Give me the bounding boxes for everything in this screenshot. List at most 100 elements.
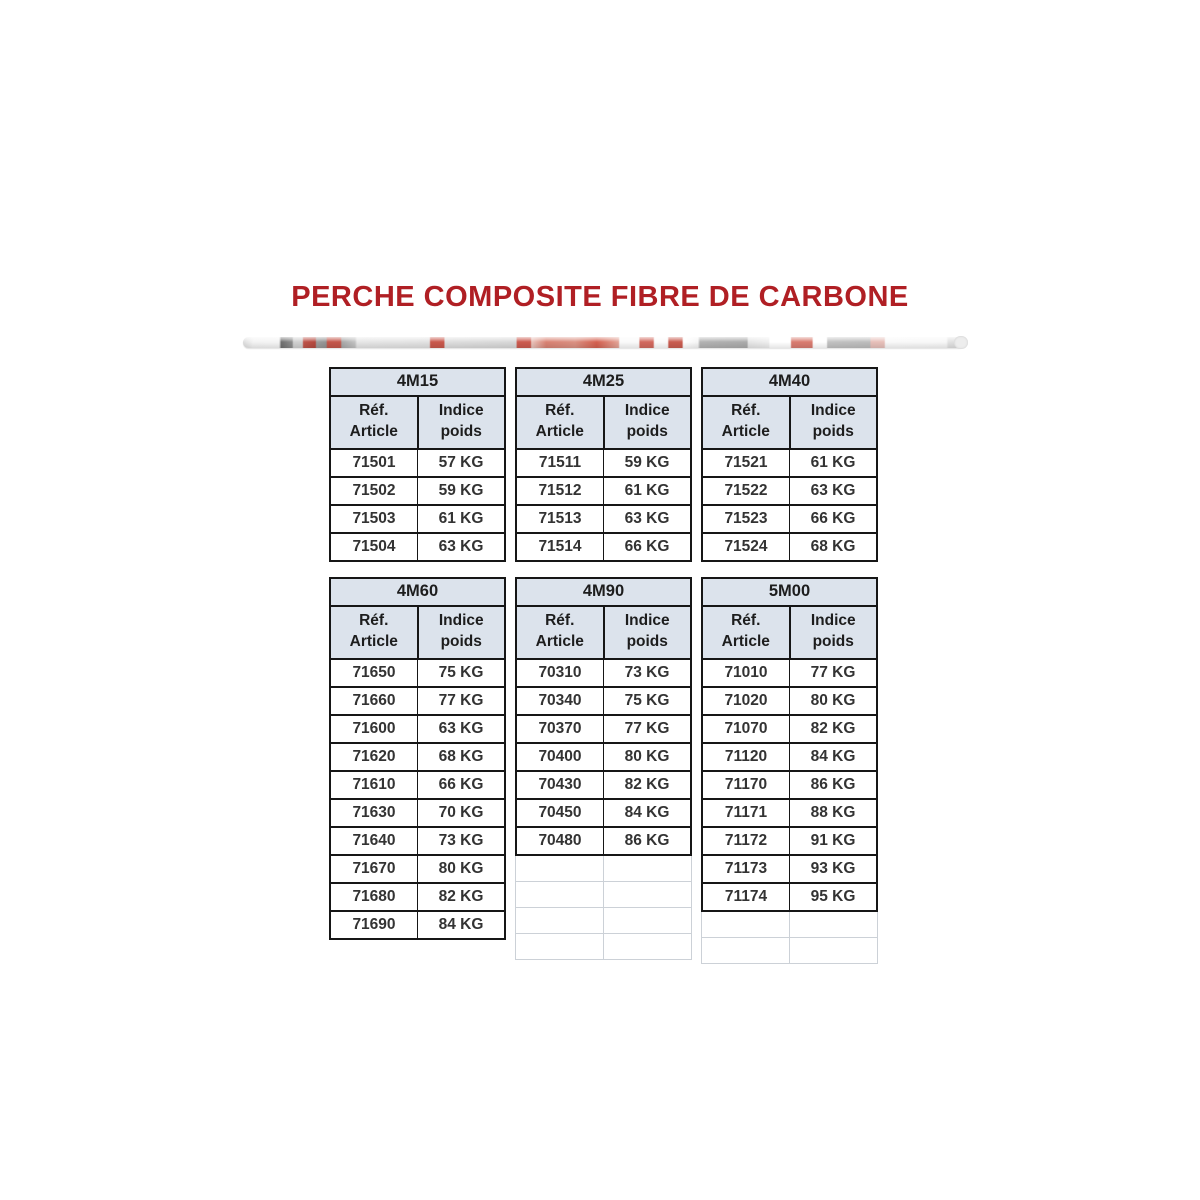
empty-cell (701, 911, 790, 938)
empty-grid-row (701, 911, 878, 938)
ref-article-cell: 70480 (517, 827, 604, 854)
col-header-weight: Indice poids (624, 402, 670, 440)
ref-article-cell: 70430 (517, 771, 604, 798)
table-row: 71610 66 KG (331, 771, 504, 800)
ref-article-cell: 71172 (703, 827, 790, 854)
indice-poids-cell: 93 KG (810, 859, 856, 877)
table-row: 71010 77 KG (703, 659, 876, 688)
empty-cell (604, 855, 692, 882)
indice-poids-cell: 68 KG (810, 537, 856, 555)
indice-poids-cell: 73 KG (438, 831, 484, 849)
ref-article-cell: 71690 (331, 911, 418, 938)
empty-grid-row (515, 933, 692, 960)
indice-poids-cell: 91 KG (810, 831, 856, 849)
table-row: 71512 61 KG (517, 477, 690, 506)
ref-article-cell: 71650 (331, 659, 418, 686)
table-row: 71172 91 KG (703, 827, 876, 856)
table-row: 71170 86 KG (703, 771, 876, 800)
indice-poids-cell: 68 KG (438, 747, 484, 765)
model-label: 4M15 (331, 369, 504, 397)
ref-article-cell: 71600 (331, 715, 418, 742)
ref-article-cell: 71514 (517, 533, 604, 560)
indice-poids-cell: 59 KG (624, 453, 670, 471)
ref-article-cell: 71523 (703, 505, 790, 532)
model-table: 4M60 Réf. Article Indice poids 71650 75 KG 71… (329, 577, 506, 940)
model-group-4M15: 4M15 Réf. Article Indice poids 71501 57 KG 71… (329, 367, 506, 562)
table-row: 71522 63 KG (703, 477, 876, 506)
indice-poids-cell: 66 KG (810, 509, 856, 527)
table-row: 71600 63 KG (331, 715, 504, 744)
table-row: 71120 84 KG (703, 743, 876, 772)
ref-article-cell: 70370 (517, 715, 604, 742)
table-row: 71171 88 KG (703, 799, 876, 828)
empty-grid-row (515, 855, 692, 882)
empty-cell (515, 881, 604, 908)
indice-poids-cell: 84 KG (438, 915, 484, 933)
column-header-row: Réf. Article Indice poids (517, 606, 690, 660)
table-row: 71521 61 KG (703, 449, 876, 478)
empty-grid-row (515, 907, 692, 934)
indice-poids-cell: 80 KG (624, 747, 670, 765)
indice-poids-cell: 84 KG (624, 803, 670, 821)
ref-article-cell: 71504 (331, 533, 418, 560)
spec-table-band-2: 4M60 Réf. Article Indice poids 71650 75 KG 71… (329, 577, 878, 964)
indice-poids-cell: 88 KG (810, 803, 856, 821)
ref-article-cell: 71670 (331, 855, 418, 882)
table-row: 71620 68 KG (331, 743, 504, 772)
table-row: 71523 66 KG (703, 505, 876, 534)
table-row: 71173 93 KG (703, 855, 876, 884)
indice-poids-cell: 84 KG (810, 747, 856, 765)
table-row: 70340 75 KG (517, 687, 690, 716)
col-header-ref: Réf. Article (517, 396, 605, 448)
ref-article-cell: 71173 (703, 855, 790, 882)
ref-article-cell: 71171 (703, 799, 790, 826)
table-row: 71690 84 KG (331, 911, 504, 938)
model-table: 4M25 Réf. Article Indice poids 71511 59 KG 71… (515, 367, 692, 562)
indice-poids-cell: 80 KG (438, 859, 484, 877)
indice-poids-cell: 86 KG (624, 831, 670, 849)
indice-poids-cell: 75 KG (624, 691, 670, 709)
indice-poids-cell: 61 KG (624, 481, 670, 499)
indice-poids-cell: 75 KG (438, 663, 484, 681)
indice-poids-cell: 63 KG (624, 509, 670, 527)
ref-article-cell: 71512 (517, 477, 604, 504)
ref-article-cell: 71503 (331, 505, 418, 532)
col-header-ref: Réf. Article (703, 606, 791, 658)
col-header-weight: Indice poids (624, 612, 670, 650)
table-row: 71070 82 KG (703, 715, 876, 744)
model-label: 5M00 (703, 579, 876, 607)
ref-article-cell: 71502 (331, 477, 418, 504)
table-row: 71660 77 KG (331, 687, 504, 716)
ref-article-cell: 71511 (517, 449, 604, 476)
ref-article-cell: 71620 (331, 743, 418, 770)
empty-cell (790, 937, 878, 964)
ref-article-cell: 71680 (331, 883, 418, 910)
empty-cell (515, 933, 604, 960)
ref-article-cell: 71170 (703, 771, 790, 798)
table-row: 71513 63 KG (517, 505, 690, 534)
col-header-weight: Indice poids (810, 612, 856, 650)
table-row: 71514 66 KG (517, 533, 690, 560)
table-row: 70480 86 KG (517, 827, 690, 854)
model-table: 4M90 Réf. Article Indice poids 70310 73 KG 70… (515, 577, 692, 856)
ref-article-cell: 71120 (703, 743, 790, 770)
col-header-ref: Réf. Article (331, 396, 419, 448)
table-row: 71501 57 KG (331, 449, 504, 478)
ref-article-cell: 70340 (517, 687, 604, 714)
ref-article-cell: 70400 (517, 743, 604, 770)
table-row: 71680 82 KG (331, 883, 504, 912)
ref-article-cell: 71020 (703, 687, 790, 714)
indice-poids-cell: 57 KG (438, 453, 484, 471)
indice-poids-cell: 86 KG (810, 775, 856, 793)
column-header-row: Réf. Article Indice poids (331, 606, 504, 660)
empty-cell (790, 911, 878, 938)
table-row: 71640 73 KG (331, 827, 504, 856)
table-row: 71504 63 KG (331, 533, 504, 560)
model-label: 4M90 (517, 579, 690, 607)
model-label: 4M40 (703, 369, 876, 397)
ref-article-cell: 71174 (703, 883, 790, 910)
ref-article-cell: 71521 (703, 449, 790, 476)
ref-article-cell: 71640 (331, 827, 418, 854)
model-group-4M60: 4M60 Réf. Article Indice poids 71650 75 KG 71… (329, 577, 506, 964)
indice-poids-cell: 77 KG (624, 719, 670, 737)
